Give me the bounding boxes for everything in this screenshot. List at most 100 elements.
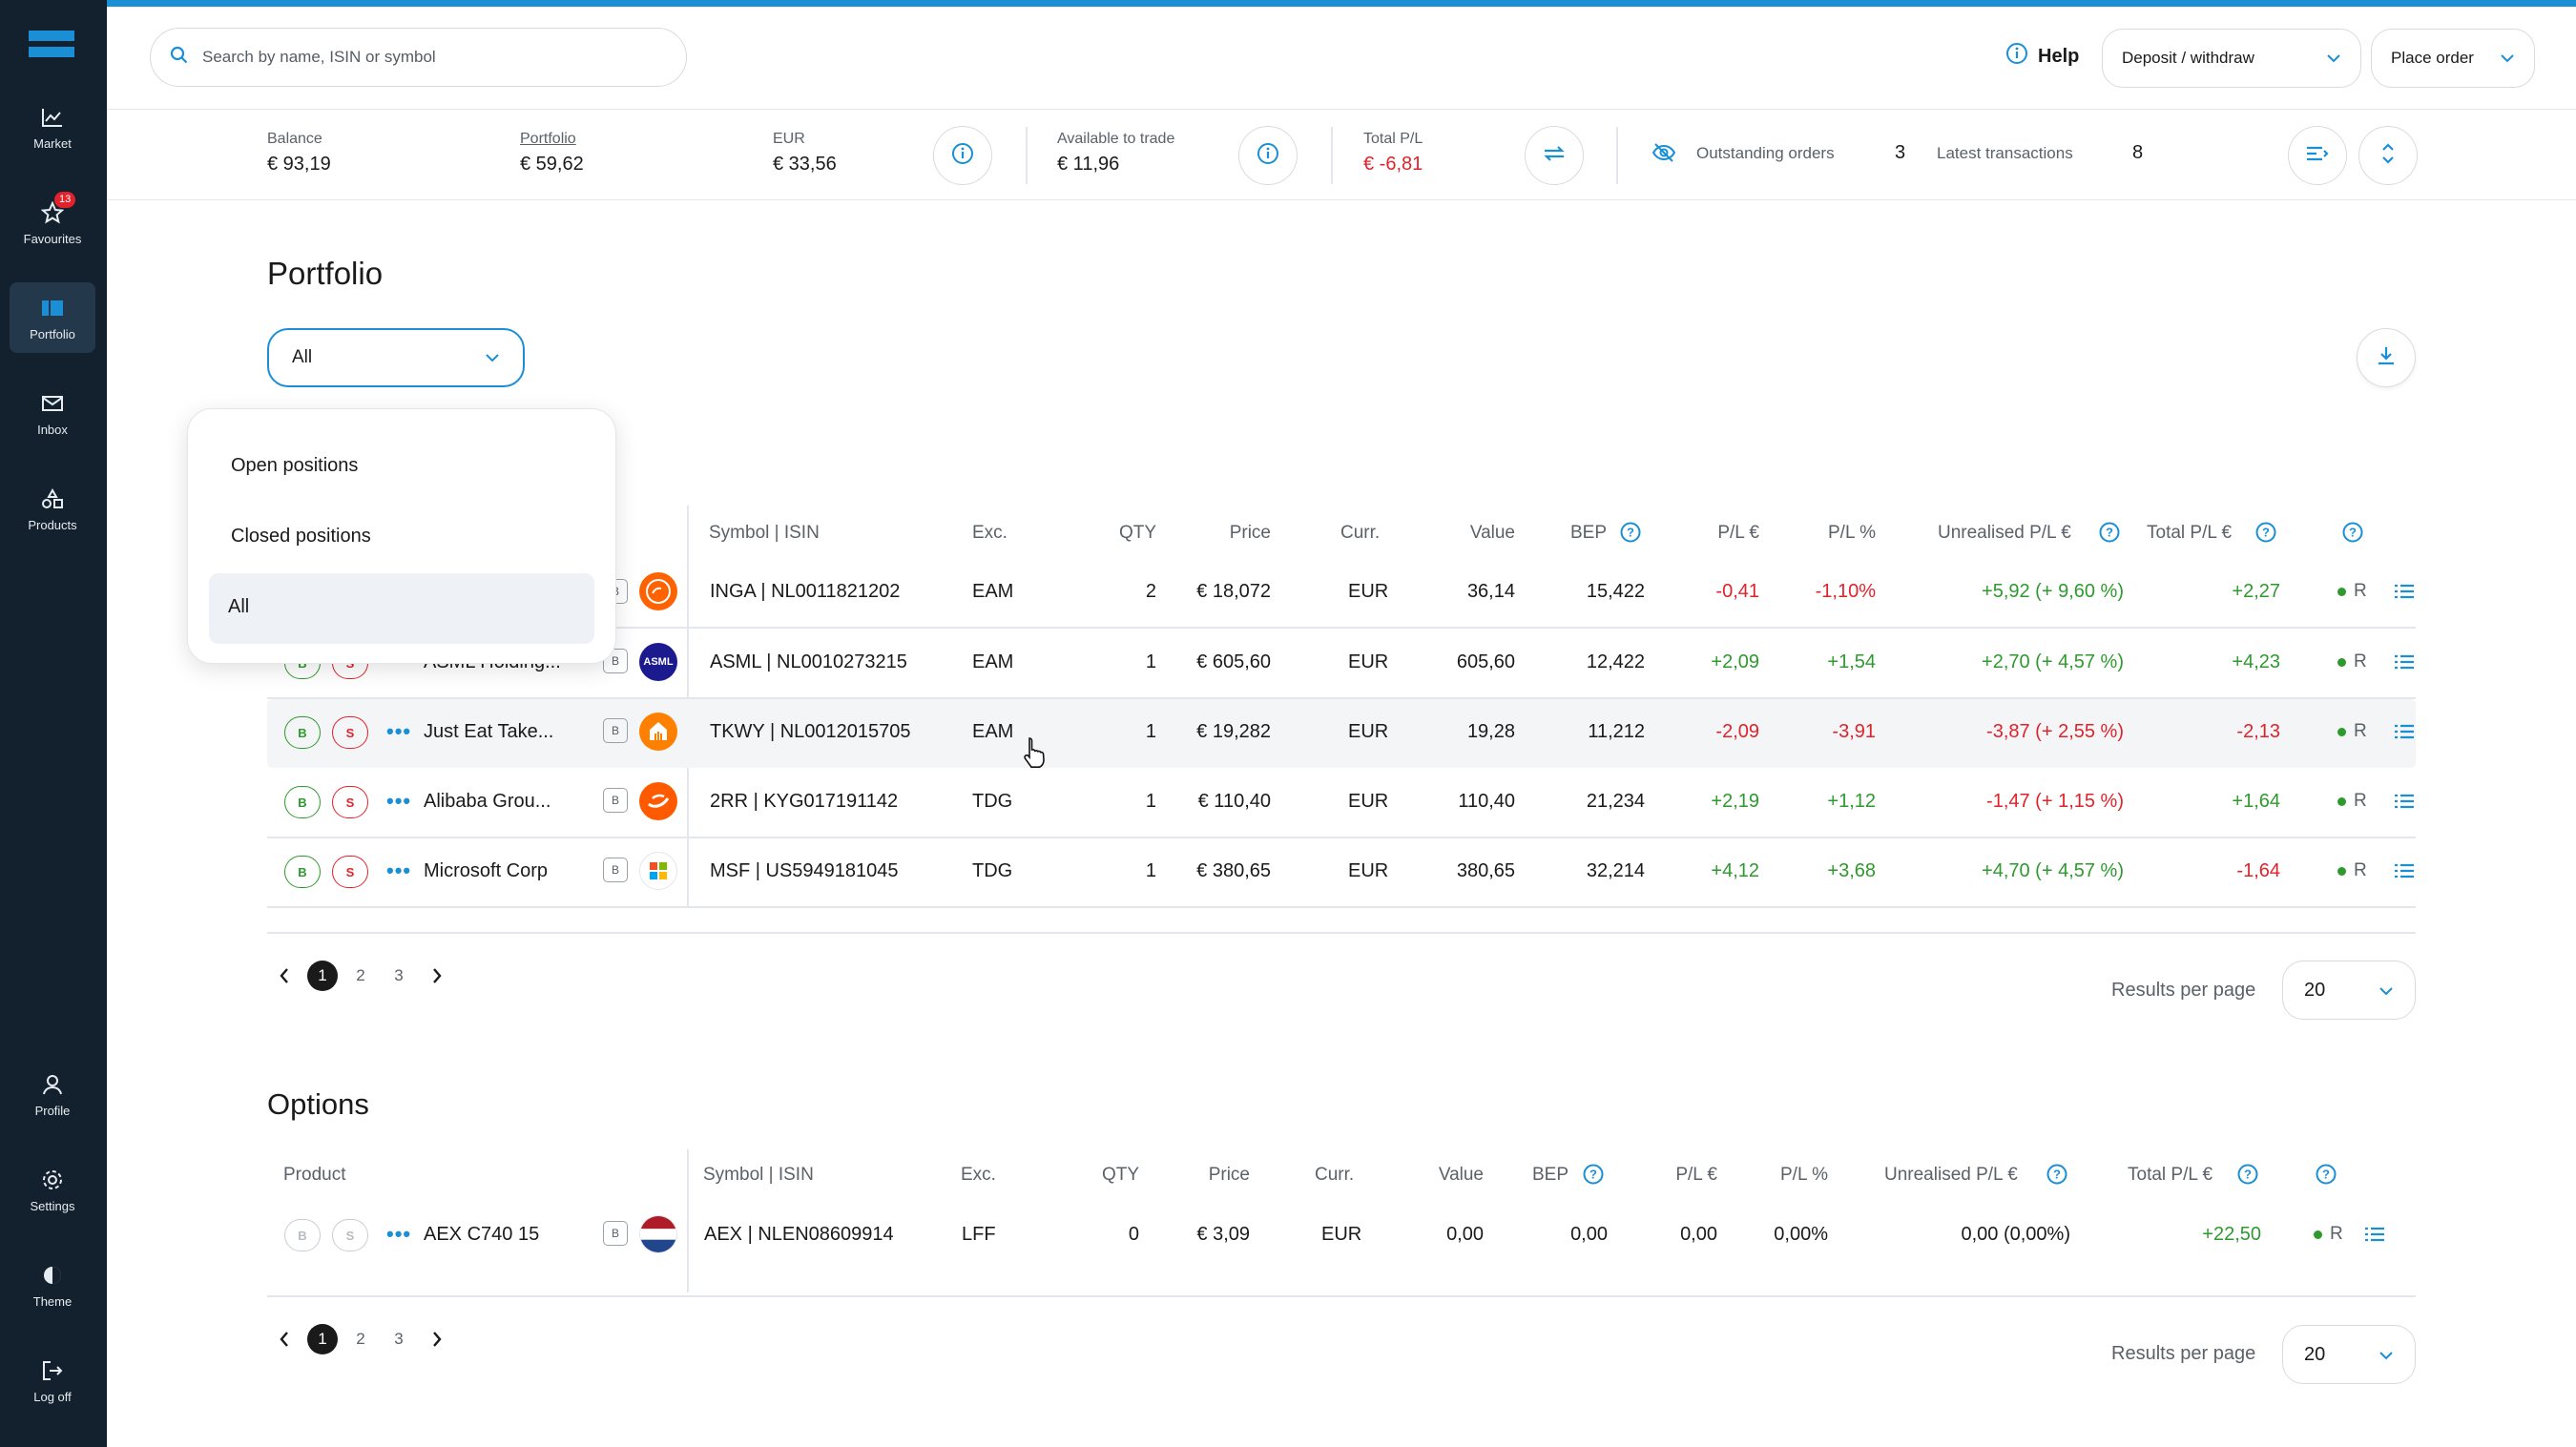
latest-transactions-label[interactable]: Latest transactions [1937,144,2073,162]
option-closed-positions[interactable]: Closed positions [231,526,371,547]
next-page-icon[interactable] [422,961,452,991]
col-pl-pct: P/L % [1828,523,1876,543]
help-circle-icon[interactable]: ? [2046,1164,2067,1189]
balance-info-button[interactable] [933,126,992,185]
pl-eur: -0,41 [1715,581,1759,602]
pl-eur: +4,12 [1711,860,1759,881]
position-filter-select[interactable]: All [267,328,525,387]
prev-page-icon[interactable] [269,961,300,991]
details-list-icon[interactable] [2394,794,2415,814]
nav-portfolio[interactable]: Portfolio [10,282,95,353]
sell-button[interactable]: S [332,716,368,749]
product-name[interactable]: Just Eat Take... [424,721,554,742]
svg-text:?: ? [2349,526,2357,540]
hand-cursor-icon [1021,736,1048,774]
nav-products[interactable]: Products [10,473,95,544]
portfolio-label[interactable]: Portfolio [520,131,576,147]
more-options-icon[interactable]: ••• [386,719,412,743]
available-value: € 11,96 [1057,154,1120,175]
place-order-button[interactable]: Place order [2371,29,2535,88]
nav-profile[interactable]: Profile [10,1059,95,1129]
product-name[interactable]: AEX C740 15 [424,1224,540,1245]
portfolio-summary[interactable]: Portfolio € 59,62 [520,131,584,176]
eur-label: EUR [773,131,805,147]
netherlands-flag-icon [639,1215,677,1253]
outstanding-orders-label[interactable]: Outstanding orders [1696,144,1835,162]
sell-button[interactable]: S [332,856,368,888]
help-circle-icon[interactable]: ? [2342,522,2363,548]
details-list-icon[interactable] [2394,654,2415,674]
download-button[interactable] [2357,328,2416,387]
search-box[interactable] [150,28,687,87]
product-name[interactable]: Microsoft Corp [424,860,549,881]
product-name[interactable]: Alibaba Grou... [424,791,551,812]
help-circle-icon[interactable]: ? [1620,522,1641,548]
help-button[interactable]: Help [2005,42,2079,71]
buy-button[interactable]: B [284,856,321,888]
page-3[interactable]: 3 [394,1330,404,1348]
page-1[interactable]: 1 [307,1324,338,1354]
expand-collapse-button[interactable] [2358,126,2418,185]
total-pl: +2,27 [2232,581,2280,602]
more-options-icon[interactable]: ••• [386,858,412,882]
sell-button[interactable]: S [332,786,368,818]
brand-logo[interactable] [29,31,74,57]
column-divider [687,1149,689,1292]
deposit-withdraw-button[interactable]: Deposit / withdraw [2102,29,2361,88]
download-icon [2377,345,2396,371]
col-currency: Curr. [1340,523,1381,543]
help-circle-icon[interactable]: ? [2255,522,2276,548]
nav-market[interactable]: Market [10,92,95,162]
page-2[interactable]: 2 [356,1330,365,1348]
product-name[interactable]: ASML Holding... [424,664,561,673]
orders-list-button[interactable] [2288,126,2347,185]
col-exchange: Exc. [961,1165,996,1185]
swap-button[interactable] [1525,126,1584,185]
details-list-icon[interactable] [2394,724,2415,744]
available-info-button[interactable] [1238,126,1298,185]
results-per-page-select[interactable]: 20 [2282,961,2416,1020]
page-1[interactable]: 1 [307,961,338,991]
more-options-icon[interactable]: ••• [386,1222,412,1246]
symbol-isin: ASML | NL0010273215 [710,651,907,672]
pl-eur: 0,00 [1680,1224,1717,1245]
prev-page-icon[interactable] [269,1324,300,1354]
results-per-page-select[interactable]: 20 [2282,1325,2416,1384]
total-pl-value: € -6,81 [1363,154,1423,175]
col-price: Price [1229,523,1271,543]
available-label: Available to trade [1057,131,1175,147]
details-list-icon[interactable] [2394,584,2415,604]
price: € 3,09 [1196,1224,1250,1245]
details-list-icon[interactable] [2364,1227,2385,1247]
col-pl-eur: P/L € [1675,1165,1717,1185]
buy-button[interactable]: B [284,786,321,818]
value: 19,28 [1466,721,1515,742]
nav-settings[interactable]: Settings [10,1154,95,1225]
eye-off-icon[interactable] [1652,142,1676,168]
option-all[interactable]: All [228,596,250,617]
buy-button[interactable]: B [284,716,321,749]
row-divider [267,697,2416,699]
balance-label: Balance [267,131,322,147]
currency: EUR [1321,1224,1362,1245]
page-3[interactable]: 3 [394,966,404,984]
currency: EUR [1348,721,1389,742]
search-input[interactable] [202,48,632,67]
option-open-positions[interactable]: Open positions [231,455,359,476]
nav-inbox[interactable]: Inbox [10,378,95,448]
selected-option-highlight [209,573,594,644]
help-circle-icon[interactable]: ? [2099,522,2120,548]
help-circle-icon[interactable]: ? [2316,1164,2337,1189]
help-circle-icon[interactable]: ? [1583,1164,1604,1189]
nav-logoff[interactable]: Log off [10,1345,95,1416]
chevron-down-icon [2326,49,2341,68]
nav-theme[interactable]: Theme [10,1250,95,1320]
bep: 11,212 [1588,721,1645,742]
unrealised-pl: +4,70 (+ 4,57 %) [1982,860,2124,881]
help-circle-icon[interactable]: ? [2237,1164,2258,1189]
details-list-icon[interactable] [2394,863,2415,883]
page-2[interactable]: 2 [356,966,365,984]
nav-favourites[interactable]: 13 Favourites [10,187,95,258]
next-page-icon[interactable] [422,1324,452,1354]
more-options-icon[interactable]: ••• [386,789,412,813]
